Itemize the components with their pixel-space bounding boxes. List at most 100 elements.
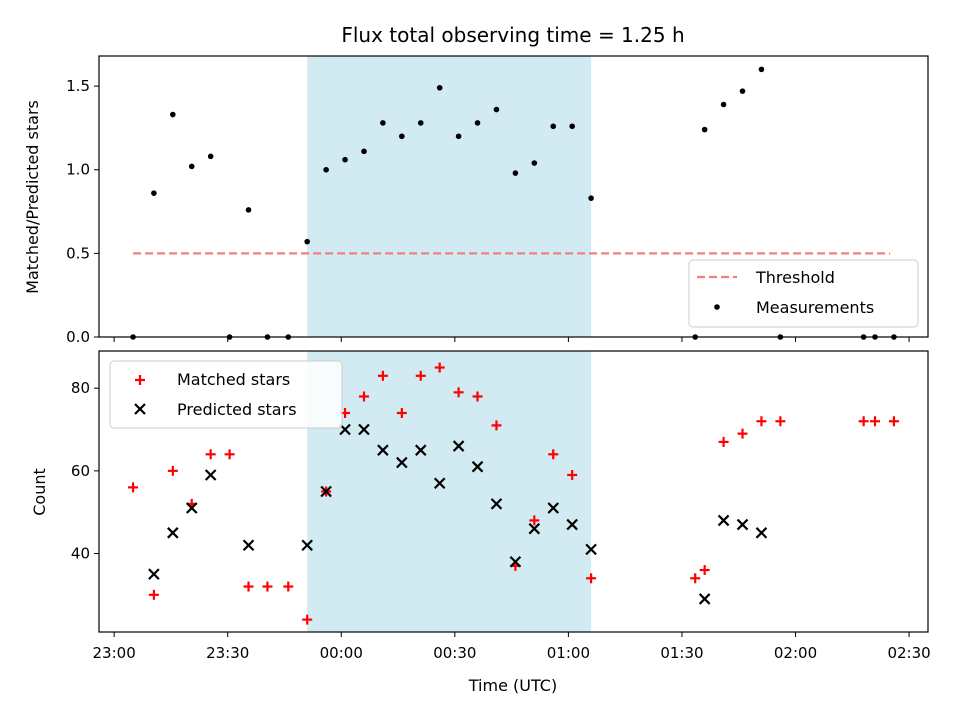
measurement-point	[304, 238, 310, 245]
matched-star-point	[737, 428, 748, 439]
legend-measurements-marker	[714, 304, 720, 310]
top-axes-frame	[98, 55, 929, 338]
predicted-star-point	[755, 527, 768, 539]
measurement-point	[323, 166, 329, 173]
measurement-point	[151, 190, 157, 196]
legend-matched-marker	[135, 375, 145, 385]
measurement-point	[188, 163, 195, 170]
bottom-y-tick-label: 80	[71, 379, 90, 397]
x-tick-label: 23:00	[93, 644, 136, 662]
x-tick-label: 02:00	[774, 644, 817, 662]
predicted-star-point	[566, 518, 578, 531]
top-y-tick-label: 1.5	[66, 77, 90, 95]
measurement-point	[361, 148, 367, 155]
x-axis-label: Time (UTC)	[468, 676, 557, 695]
predicted-star-point	[242, 539, 255, 551]
matched-star-point	[775, 416, 786, 427]
measurement-point	[474, 120, 481, 126]
predicted-star-point	[736, 518, 749, 531]
predicted-star-point	[433, 477, 446, 490]
predicted-star-point	[301, 539, 313, 551]
measurement-point	[860, 334, 867, 340]
matched-star-point	[377, 370, 388, 381]
matched-star-point	[870, 416, 881, 427]
top-observing-interval	[307, 56, 592, 337]
matched-star-point	[128, 482, 139, 493]
measurement-point	[130, 334, 136, 340]
predicted-star-point	[414, 444, 427, 456]
measurement-point	[588, 195, 594, 201]
matched-star-point	[529, 515, 540, 526]
measurement-point	[872, 334, 878, 340]
matched-star-point	[262, 581, 273, 592]
measurement-point	[531, 160, 538, 166]
top-plot: 0.0 0.5 1.0 1.5	[66, 55, 929, 346]
predicted-star-point	[167, 527, 179, 539]
matched-star-point	[167, 465, 178, 476]
measurement-point	[455, 133, 462, 140]
measurement-point	[891, 334, 897, 340]
predicted-star-point	[471, 460, 484, 473]
predicted-star-point	[528, 522, 541, 535]
predicted-star-point	[452, 440, 465, 452]
predicted-star-point	[698, 593, 711, 605]
legend-predicted-label: Predicted stars	[177, 400, 297, 419]
predicted-star-point	[358, 423, 370, 436]
bottom-y-tick-label: 40	[71, 544, 90, 562]
measurement-point	[207, 153, 214, 160]
legend-predicted-marker	[134, 403, 146, 415]
matched-star-point	[756, 416, 767, 427]
measurement-point	[417, 120, 424, 126]
measurement-point	[739, 88, 746, 94]
matched-star-point	[718, 436, 729, 447]
measurement-point	[170, 111, 176, 118]
measurement-point	[285, 334, 292, 340]
predicted-star-point	[204, 469, 217, 481]
matched-star-point	[283, 581, 294, 592]
legend-measurements-label: Measurements	[756, 298, 874, 317]
measurement-point	[758, 66, 765, 73]
measurement-point	[701, 126, 708, 133]
top-legend: Threshold Measurements	[688, 259, 919, 328]
measurement-point	[380, 120, 386, 126]
top-y-tick-label: 0.5	[66, 244, 90, 262]
predicted-star-point	[490, 498, 503, 510]
bottom-observing-interval	[307, 351, 592, 632]
predicted-star-point	[377, 444, 389, 456]
measurement-point	[399, 133, 405, 140]
measurement-point	[436, 84, 443, 91]
legend-threshold-label: Threshold	[755, 268, 835, 287]
predicted-star-point	[509, 555, 522, 568]
bottom-legend: Matched stars Predicted stars	[109, 360, 343, 429]
matched-star-point	[396, 407, 407, 418]
predicted-star-point	[320, 485, 332, 498]
legend-matched-label: Matched stars	[177, 370, 290, 389]
bottom-y-tick-label: 60	[71, 462, 90, 480]
top-y-tick-label: 0.0	[66, 328, 90, 346]
matched-star-point	[586, 573, 597, 584]
matched-star-point	[302, 614, 313, 625]
measurement-point	[342, 156, 348, 163]
x-tick-label: 00:30	[433, 644, 476, 662]
measurement-point	[692, 334, 698, 340]
matched-star-point	[567, 469, 578, 480]
predicted-star-point	[547, 502, 560, 514]
top-y-axis-label: Matched/Predicted stars	[23, 100, 42, 294]
matched-star-point	[690, 573, 701, 584]
measurement-point	[226, 334, 233, 340]
matched-star-point	[472, 391, 483, 402]
measurement-point	[569, 123, 575, 130]
matched-star-point	[358, 391, 369, 402]
matched-star-point	[699, 565, 710, 576]
predicted-star-point	[585, 543, 597, 556]
x-tick-label: 01:00	[547, 644, 590, 662]
predicted-star-point	[148, 568, 160, 580]
matched-star-point	[148, 589, 159, 600]
predicted-star-point	[396, 456, 408, 469]
matched-star-point	[888, 416, 899, 427]
x-tick-label: 02:30	[887, 644, 930, 662]
measurement-point	[264, 334, 271, 340]
measurement-point	[493, 106, 500, 113]
measurement-point	[245, 207, 252, 213]
